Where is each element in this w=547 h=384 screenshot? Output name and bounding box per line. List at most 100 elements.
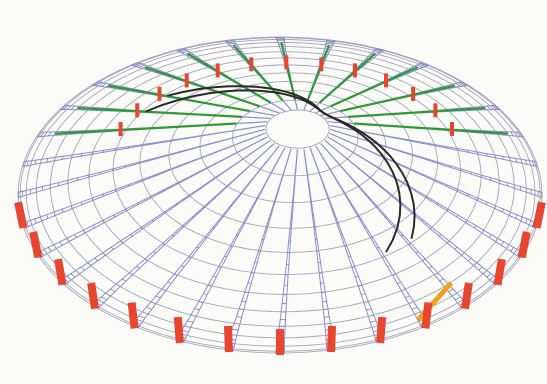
rib-brace bbox=[510, 131, 514, 137]
meridian-rib bbox=[309, 147, 377, 342]
rib-brace bbox=[447, 240, 450, 244]
rib-brace bbox=[63, 105, 69, 110]
rib-brace bbox=[176, 182, 178, 184]
rib-brace bbox=[414, 189, 417, 192]
red-upper-strut bbox=[184, 73, 189, 88]
rib-brace bbox=[426, 196, 428, 199]
red-upper-strut bbox=[411, 86, 416, 101]
rib-brace bbox=[502, 209, 504, 213]
black-arch-line bbox=[167, 85, 416, 239]
rib-brace bbox=[138, 64, 146, 68]
rib-brace bbox=[192, 216, 194, 218]
latitude-ring bbox=[199, 90, 387, 204]
red-support-strut bbox=[376, 316, 387, 344]
meridian-rib bbox=[315, 145, 423, 329]
latitude-ring bbox=[67, 51, 500, 313]
rib-brace bbox=[113, 214, 116, 218]
red-upper-strut bbox=[249, 57, 254, 72]
rib-brace bbox=[188, 195, 190, 197]
rib-brace bbox=[213, 275, 217, 278]
red-upper-strut bbox=[352, 63, 357, 78]
rib-brace bbox=[430, 227, 433, 230]
rib-brace bbox=[203, 293, 208, 296]
rib-brace bbox=[26, 221, 29, 227]
rib-brace bbox=[381, 186, 383, 188]
rib-brace bbox=[428, 266, 432, 269]
red-support-strut bbox=[327, 325, 337, 353]
meridian-rib bbox=[183, 147, 286, 343]
rib-brace bbox=[120, 240, 123, 244]
rib-brace bbox=[412, 212, 414, 214]
red-support-strut bbox=[87, 282, 99, 310]
rib-brace bbox=[188, 256, 192, 259]
rib-brace bbox=[531, 160, 535, 166]
rib-brace bbox=[124, 209, 127, 212]
rib-brace bbox=[439, 234, 442, 237]
rib-brace bbox=[454, 247, 458, 250]
rib-brace bbox=[391, 195, 394, 197]
red-upper-strut bbox=[319, 57, 324, 72]
rib-brace bbox=[61, 156, 64, 160]
rib-brace bbox=[111, 247, 114, 250]
rib-brace bbox=[80, 153, 83, 157]
meridian-rib bbox=[330, 128, 543, 199]
rib-brace bbox=[455, 83, 461, 87]
rib-brace bbox=[467, 257, 472, 262]
rib-brace bbox=[419, 62, 428, 67]
rib-brace bbox=[326, 40, 335, 43]
rib-brace bbox=[486, 105, 492, 110]
red-support-strut bbox=[461, 282, 473, 310]
latitude-ring bbox=[17, 36, 543, 354]
red-upper-strut bbox=[284, 55, 289, 70]
rib-brace bbox=[366, 308, 372, 311]
meridian-rib bbox=[130, 145, 280, 326]
rib-brace bbox=[115, 148, 117, 151]
rib-brace bbox=[151, 219, 154, 222]
rib-brace bbox=[70, 273, 76, 278]
rib-brace bbox=[373, 51, 381, 54]
rib-brace bbox=[81, 266, 85, 271]
rib-brace bbox=[501, 241, 505, 246]
rib-brace bbox=[382, 256, 385, 259]
rib-brace bbox=[474, 225, 477, 229]
rib-brace bbox=[228, 42, 236, 45]
rib-brace bbox=[46, 158, 49, 163]
rib-brace bbox=[213, 226, 215, 228]
latitude-ring bbox=[35, 42, 527, 339]
green-roof-rib bbox=[107, 84, 251, 113]
rib-brace bbox=[455, 296, 461, 301]
rib-brace bbox=[408, 243, 412, 246]
rib-brace bbox=[34, 159, 37, 165]
green-roof-rib bbox=[348, 106, 486, 118]
rib-brace bbox=[241, 300, 247, 302]
rib-brace bbox=[436, 203, 439, 205]
rib-brace bbox=[397, 281, 401, 284]
rib-brace bbox=[364, 226, 367, 228]
green-roof-rib bbox=[186, 52, 272, 104]
rib-brace bbox=[91, 198, 93, 201]
rib-brace bbox=[181, 265, 185, 268]
rib-brace bbox=[415, 251, 419, 254]
green-roof-rib bbox=[340, 84, 455, 113]
rib-brace bbox=[74, 234, 77, 238]
rib-brace bbox=[103, 193, 105, 197]
rib-brace bbox=[177, 48, 186, 52]
rib-brace bbox=[421, 219, 424, 222]
rib-brace bbox=[144, 258, 148, 262]
rib-brace bbox=[515, 214, 518, 219]
meridian-rib bbox=[324, 140, 501, 281]
rib-brace bbox=[101, 296, 107, 301]
rib-brace bbox=[34, 218, 37, 224]
green-roof-rib bbox=[77, 106, 243, 118]
rib-brace bbox=[231, 329, 239, 331]
rib-brace bbox=[101, 83, 107, 87]
rib-brace bbox=[204, 237, 207, 239]
rib-brace bbox=[102, 220, 105, 223]
red-support-struts bbox=[14, 55, 546, 355]
rib-brace bbox=[478, 266, 483, 271]
rib-brace bbox=[137, 203, 139, 205]
rib-brace bbox=[448, 288, 454, 292]
rib-brace bbox=[416, 64, 424, 68]
rib-brace bbox=[26, 160, 29, 166]
